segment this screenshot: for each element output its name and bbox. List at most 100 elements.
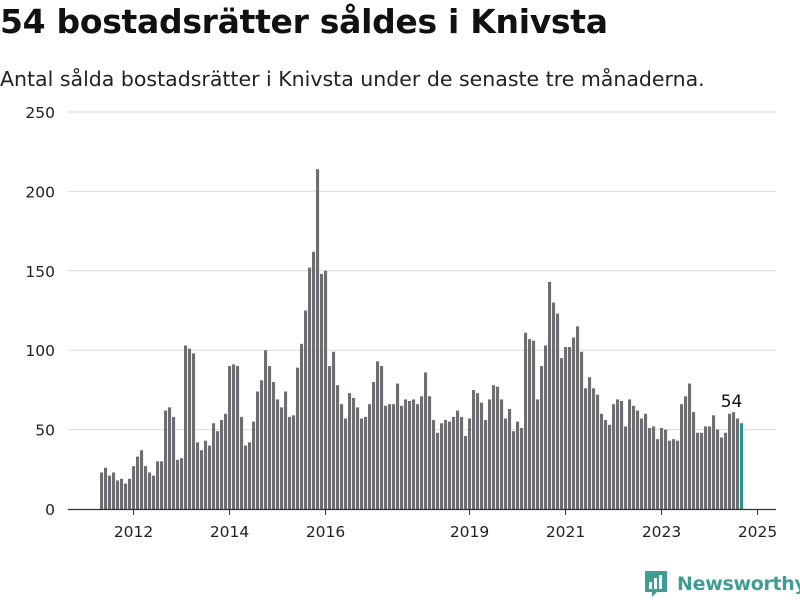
bar <box>632 405 636 509</box>
bar <box>140 450 144 509</box>
bar <box>704 426 708 509</box>
bar <box>556 313 560 509</box>
bar <box>540 366 544 509</box>
x-tick-label: 2025 <box>738 523 777 541</box>
bar <box>124 483 128 509</box>
bar <box>268 366 272 509</box>
bar <box>208 445 212 509</box>
bar <box>136 456 140 509</box>
bar <box>720 437 724 509</box>
bar <box>304 310 308 509</box>
bars <box>100 169 744 510</box>
bar <box>656 439 660 509</box>
bar <box>464 435 468 509</box>
bar-latest <box>740 423 744 509</box>
bar <box>128 478 132 509</box>
bar <box>568 347 572 509</box>
bar <box>596 394 600 509</box>
bar <box>100 472 104 509</box>
bar <box>328 366 332 509</box>
bar <box>624 426 628 509</box>
y-tick-label: 50 <box>35 422 55 440</box>
bar <box>228 366 232 509</box>
newsworthy-logo-icon <box>645 571 667 597</box>
bar <box>588 377 592 509</box>
bar <box>236 366 240 509</box>
bar <box>344 418 348 509</box>
bar <box>696 432 700 509</box>
bar <box>164 410 168 509</box>
bar <box>708 426 712 509</box>
bar <box>148 472 152 509</box>
bar <box>424 372 428 509</box>
bar <box>180 458 184 509</box>
bar <box>440 423 444 509</box>
bar <box>728 413 732 509</box>
bar <box>428 396 432 509</box>
bar <box>260 380 264 509</box>
bar <box>188 348 192 509</box>
bar <box>496 386 500 509</box>
bar <box>364 416 368 509</box>
bar <box>684 396 688 509</box>
x-tick-label: 2021 <box>546 523 585 541</box>
bar <box>564 347 568 509</box>
bar <box>412 399 416 509</box>
bar <box>536 399 540 509</box>
bar <box>252 421 256 509</box>
bar <box>120 478 124 509</box>
bar <box>616 399 620 509</box>
bar <box>488 399 492 509</box>
bar <box>508 408 512 509</box>
bar <box>376 361 380 509</box>
bar <box>436 432 440 509</box>
y-tick-label: 150 <box>25 263 55 281</box>
bar <box>232 364 236 509</box>
bar <box>452 416 456 509</box>
bar <box>160 461 164 509</box>
bar <box>672 439 676 509</box>
bar <box>584 388 588 509</box>
y-axis-tick-labels: 0 50 100 150 200 250 <box>25 104 55 519</box>
bar <box>480 402 484 509</box>
bar <box>512 431 516 509</box>
bar <box>620 401 624 509</box>
bar <box>724 432 728 509</box>
bar <box>520 428 524 509</box>
bar <box>544 345 548 509</box>
bar <box>716 429 720 509</box>
bar <box>280 407 284 509</box>
bar <box>144 466 148 509</box>
bar <box>292 415 296 509</box>
bar <box>368 404 372 509</box>
bar <box>172 416 176 509</box>
bar <box>420 396 424 509</box>
bar <box>416 404 420 509</box>
bar <box>396 383 400 509</box>
bar <box>104 467 108 509</box>
bar <box>276 399 280 509</box>
bar <box>676 440 680 509</box>
bar <box>264 350 268 509</box>
bar <box>332 351 336 509</box>
bar <box>660 428 664 509</box>
bar <box>524 332 528 509</box>
bar <box>308 267 312 509</box>
bar <box>532 340 536 509</box>
bar <box>680 404 684 509</box>
bar <box>572 337 576 509</box>
bar <box>388 404 392 509</box>
bar <box>688 383 692 509</box>
bar <box>504 418 508 509</box>
bar <box>196 442 200 509</box>
chart-title: 54 bostadsrätter såldes i Knivsta <box>0 2 608 41</box>
bar <box>732 412 736 509</box>
bar <box>212 423 216 509</box>
bar <box>384 405 388 509</box>
bar <box>224 413 228 509</box>
bar <box>528 339 532 509</box>
bar <box>312 251 316 510</box>
bar <box>456 410 460 509</box>
bar <box>500 399 504 509</box>
bar <box>628 399 632 509</box>
